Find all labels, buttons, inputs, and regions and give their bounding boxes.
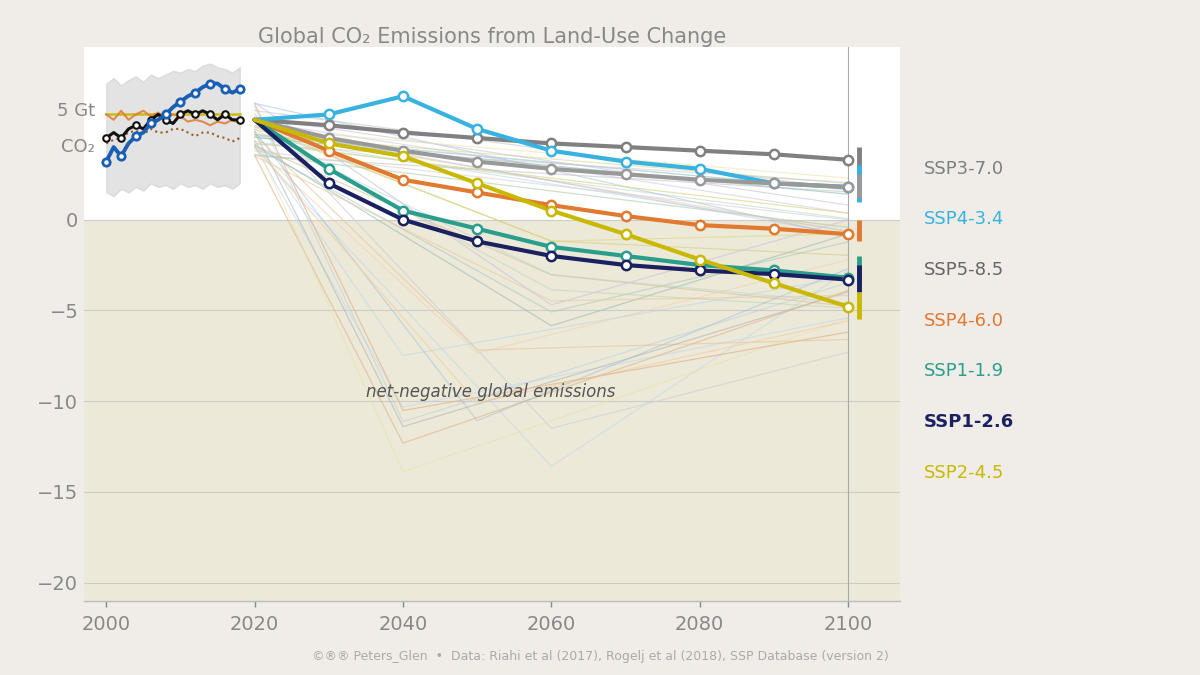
- Point: [97, 132, 116, 143]
- Point: [616, 250, 635, 261]
- Point: [764, 223, 784, 234]
- Point: [126, 131, 145, 142]
- Text: SSP1-2.6: SSP1-2.6: [924, 413, 1014, 431]
- Point: [319, 145, 338, 156]
- Bar: [84, 219, 900, 601]
- Point: [690, 174, 709, 185]
- Point: [616, 142, 635, 153]
- Point: [394, 145, 413, 156]
- Point: [142, 118, 161, 129]
- Point: [541, 200, 560, 211]
- Point: [839, 155, 858, 165]
- Point: [764, 269, 784, 279]
- Text: 5 Gt: 5 Gt: [58, 102, 95, 120]
- Text: Global CO₂ Emissions from Land-Use Change: Global CO₂ Emissions from Land-Use Chang…: [258, 27, 726, 47]
- Point: [839, 272, 858, 283]
- Point: [186, 87, 205, 98]
- Point: [215, 84, 234, 95]
- Point: [170, 109, 190, 119]
- Point: [215, 109, 234, 119]
- Point: [319, 178, 338, 189]
- Point: [764, 278, 784, 289]
- Point: [394, 214, 413, 225]
- Point: [142, 115, 161, 126]
- Point: [690, 163, 709, 174]
- Point: [468, 223, 487, 234]
- Point: [394, 174, 413, 185]
- Point: [394, 91, 413, 102]
- Text: SSP3-7.0: SSP3-7.0: [924, 160, 1004, 178]
- Point: [200, 109, 220, 119]
- Point: [468, 178, 487, 189]
- Text: net-negative global emissions: net-negative global emissions: [366, 383, 616, 401]
- Text: SSP2-4.5: SSP2-4.5: [924, 464, 1004, 481]
- Point: [126, 120, 145, 131]
- Point: [839, 182, 858, 192]
- Point: [541, 205, 560, 216]
- Point: [616, 211, 635, 221]
- Point: [616, 156, 635, 167]
- Point: [616, 169, 635, 180]
- Text: SSP4-6.0: SSP4-6.0: [924, 312, 1004, 329]
- Point: [764, 178, 784, 189]
- Point: [394, 151, 413, 161]
- Point: [112, 151, 131, 161]
- Point: [468, 187, 487, 198]
- Point: [764, 265, 784, 276]
- Text: SSP4-3.4: SSP4-3.4: [924, 211, 1004, 228]
- Point: [541, 242, 560, 252]
- Point: [690, 265, 709, 276]
- Point: [468, 156, 487, 167]
- Point: [230, 115, 250, 126]
- Point: [394, 127, 413, 138]
- Point: [468, 124, 487, 134]
- Point: [690, 219, 709, 230]
- Text: SSP1-1.9: SSP1-1.9: [924, 362, 1004, 380]
- Point: [764, 149, 784, 160]
- Point: [616, 260, 635, 271]
- Point: [839, 229, 858, 240]
- Point: [839, 182, 858, 192]
- Point: [394, 205, 413, 216]
- Point: [97, 156, 116, 167]
- Point: [541, 145, 560, 156]
- Point: [186, 109, 205, 119]
- Point: [839, 274, 858, 285]
- Point: [319, 120, 338, 131]
- Text: SSP5-8.5: SSP5-8.5: [924, 261, 1004, 279]
- Point: [170, 97, 190, 107]
- Point: [230, 84, 250, 95]
- Point: [690, 260, 709, 271]
- Point: [690, 145, 709, 156]
- Point: [764, 178, 784, 189]
- Point: [112, 132, 131, 143]
- Text: ©®® Peters_Glen  •  Data: Riahi et al (2017), Rogelj et al (2018), SSP Database : ©®® Peters_Glen • Data: Riahi et al (201…: [312, 650, 888, 663]
- Point: [541, 163, 560, 174]
- Point: [156, 115, 175, 126]
- Point: [690, 254, 709, 265]
- Point: [200, 78, 220, 89]
- Point: [319, 132, 338, 143]
- Point: [468, 132, 487, 143]
- Point: [839, 301, 858, 312]
- Point: [468, 236, 487, 247]
- Text: CO₂: CO₂: [61, 138, 95, 156]
- Point: [541, 250, 560, 261]
- Point: [541, 138, 560, 148]
- Point: [319, 109, 338, 119]
- Point: [319, 163, 338, 174]
- Point: [616, 229, 635, 240]
- Point: [156, 109, 175, 119]
- Point: [319, 138, 338, 148]
